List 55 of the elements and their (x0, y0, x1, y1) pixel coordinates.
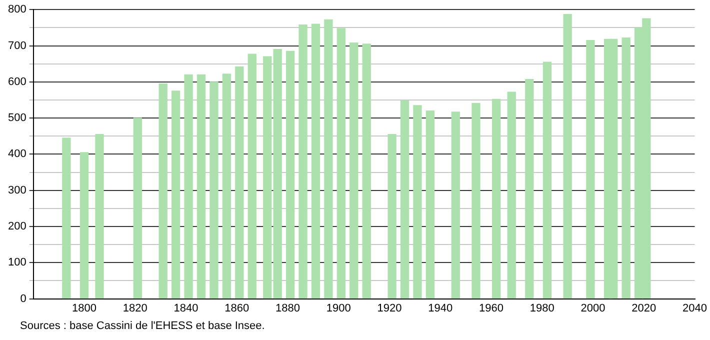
bar (286, 50, 295, 299)
bar (336, 28, 346, 299)
x-tick-label: 1880 (276, 302, 300, 314)
bar (586, 40, 595, 299)
bar (525, 79, 534, 299)
x-tick-label: 2000 (580, 302, 606, 314)
bar (400, 100, 410, 299)
bar (95, 134, 104, 299)
y-tick-label: 600 (8, 76, 26, 88)
bar (222, 74, 232, 299)
y-tick-label: 300 (8, 184, 26, 196)
bar (542, 62, 552, 299)
y-tick-label: 200 (8, 220, 26, 233)
y-tick-label: 800 (8, 4, 26, 16)
bar (451, 112, 460, 299)
x-tick-label: 2040 (682, 302, 708, 314)
bar (492, 98, 501, 299)
y-tick-label: 400 (8, 148, 26, 160)
x-tick-label: 1980 (530, 302, 554, 314)
bar (158, 83, 168, 299)
y-tick-label: 0 (20, 292, 26, 305)
bar (362, 44, 371, 299)
bar (388, 134, 396, 299)
bar (184, 74, 193, 299)
x-tick-label: 1920 (377, 302, 402, 314)
x-tick-label: 2020 (632, 302, 656, 314)
bar (133, 118, 142, 299)
x-tick-label: 1860 (224, 302, 250, 314)
bar (311, 24, 320, 299)
bar (324, 19, 333, 299)
y-tick-label: 700 (8, 40, 26, 52)
bar (171, 90, 180, 299)
bar (622, 37, 630, 299)
bar (196, 74, 206, 299)
bar (507, 92, 516, 299)
x-tick-label: 1960 (479, 302, 504, 314)
bar (248, 54, 256, 299)
bar (298, 24, 308, 299)
bar (472, 102, 480, 299)
bar (80, 152, 89, 299)
x-tick-label: 1940 (428, 302, 453, 314)
bar (235, 66, 244, 299)
x-tick-label: 1900 (326, 302, 351, 314)
y-tick-label: 100 (8, 256, 26, 269)
bar (563, 14, 572, 299)
bar (350, 42, 358, 299)
source-note: Sources : base Cassini de l'EHESS et base Insee. (20, 320, 265, 332)
x-tick-label: 1820 (122, 302, 148, 314)
bar (426, 110, 435, 299)
bar (210, 82, 218, 299)
bar (62, 138, 71, 299)
bar (413, 105, 422, 299)
x-tick-label: 1840 (174, 302, 198, 314)
x-tick-label: 1800 (72, 302, 96, 314)
y-tick-label: 500 (8, 112, 26, 124)
